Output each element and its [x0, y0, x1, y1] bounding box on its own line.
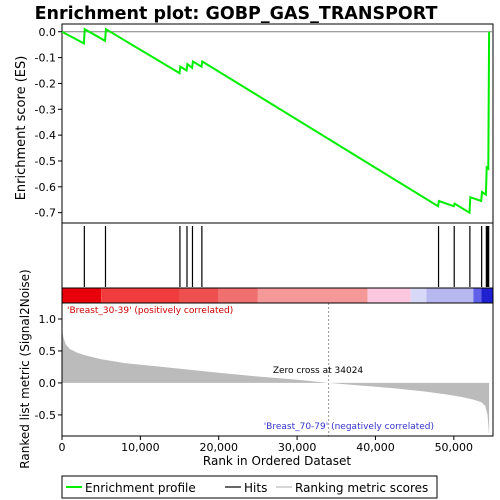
gradient-segment	[218, 288, 258, 303]
negative-correlation-label: 'Breast_70-79' (negatively correlated)	[264, 422, 434, 432]
zero-cross-label: Zero cross at 34024	[273, 366, 364, 376]
metric-ytick-label: -0.5	[35, 409, 56, 422]
gradient-segment	[101, 288, 180, 303]
legend-box	[61, 475, 438, 499]
xaxis-label: Rank in Ordered Dataset	[203, 454, 351, 468]
es-ytick-label: 0.0	[39, 26, 57, 39]
gradient-segment	[473, 288, 482, 303]
legend-hits-label: Hits	[244, 481, 267, 495]
enrichment-profile-line	[61, 27, 491, 215]
metric-yaxis: 1.0 0.5 0.0 -0.5	[35, 313, 62, 422]
ranking-gradient-bar	[62, 288, 493, 303]
gradient-segment	[179, 288, 219, 303]
gradient-segment	[257, 288, 368, 303]
gradient-segment	[426, 288, 474, 303]
ranking-metric-area	[62, 330, 490, 436]
xtick-label: 20,000	[199, 441, 238, 454]
gradient-segment	[367, 288, 411, 303]
es-ytick-label: -0.3	[35, 103, 56, 116]
es-panel: 0.0 -0.1 -0.2 -0.3 -0.4 -0.5 -0.6 -0.7 Enrichme…	[14, 23, 494, 224]
metric-panel-frame	[61, 302, 494, 437]
metric-ytick-label: 0.0	[39, 377, 57, 390]
metric-panel: 1.0 0.5 0.0 -0.5 Zero cross at 34024 'Breas…	[18, 269, 494, 469]
xtick-label: 50,000	[435, 441, 474, 454]
xtick-label: 10,000	[121, 441, 160, 454]
metric-ylabel: Ranked list metric (Signal2Noise)	[18, 269, 32, 468]
gradient-segment	[62, 288, 102, 303]
metric-ytick-label: 1.0	[39, 313, 57, 326]
es-ytick-label: -0.6	[35, 181, 56, 194]
xtick-label: 40,000	[356, 441, 395, 454]
es-ytick-label: -0.5	[35, 155, 56, 168]
es-ytick-label: -0.1	[35, 52, 56, 65]
xtick-label: 30,000	[278, 441, 317, 454]
chart-title: Enrichment plot: GOBP_GAS_TRANSPORT	[35, 4, 438, 24]
legend: Enrichment profile Hits Ranking metric s…	[61, 475, 438, 499]
es-ytick-label: -0.4	[35, 129, 56, 142]
xtick-label: 0	[59, 441, 66, 454]
es-ytick-label: -0.7	[35, 207, 56, 220]
metric-ytick-label: 0.5	[39, 345, 57, 358]
es-yaxis: 0.0 -0.1 -0.2 -0.3 -0.4 -0.5 -0.6 -0.7	[35, 26, 62, 220]
xaxis: 0 10,000 20,000 30,000 40,000 50,000	[59, 436, 474, 454]
es-ylabel: Enrichment score (ES)	[14, 56, 29, 201]
gradient-segment	[410, 288, 427, 303]
legend-enrichment-label: Enrichment profile	[85, 481, 196, 495]
positive-correlation-label: 'Breast_30-39' (positively correlated)	[67, 306, 233, 316]
gradient-segment	[481, 288, 493, 303]
legend-metric-label: Ranking metric scores	[295, 481, 428, 495]
hit-lines	[83, 226, 490, 287]
es-ytick-label: -0.2	[35, 77, 56, 90]
